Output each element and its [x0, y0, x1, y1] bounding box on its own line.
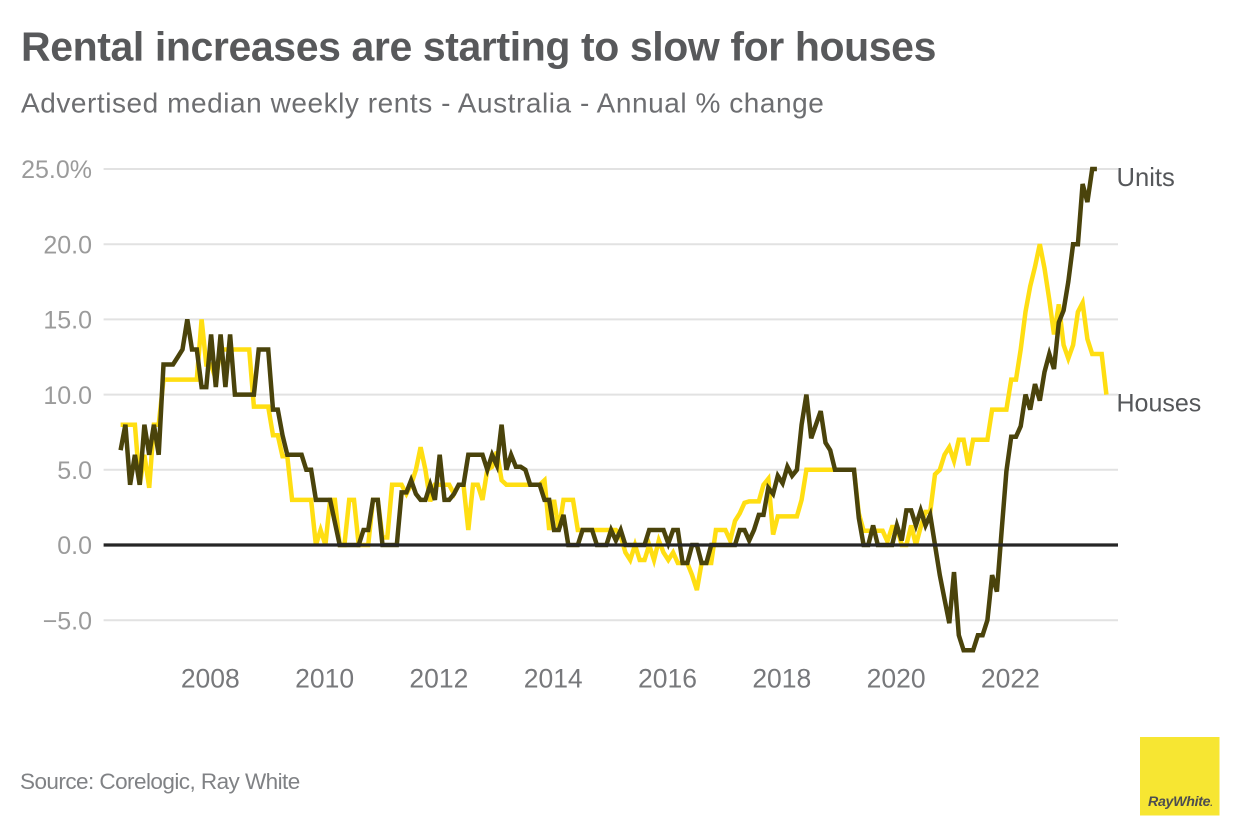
- svg-text:2016: 2016: [638, 664, 697, 694]
- svg-text:5.0: 5.0: [57, 457, 92, 485]
- svg-text:2010: 2010: [295, 664, 354, 694]
- svg-text:Rental increases are starting: Rental increases are starting to slow fo…: [21, 23, 936, 69]
- svg-text:25.0%: 25.0%: [21, 156, 92, 184]
- svg-text:Houses: Houses: [1117, 390, 1202, 418]
- svg-text:0.0: 0.0: [57, 532, 92, 560]
- svg-text:15.0: 15.0: [43, 307, 92, 335]
- svg-text:Units: Units: [1117, 164, 1175, 192]
- svg-text:20.0: 20.0: [43, 231, 92, 259]
- svg-text:2018: 2018: [752, 664, 811, 694]
- svg-text:2020: 2020: [867, 664, 926, 694]
- svg-text:RayWhite.: RayWhite.: [1148, 794, 1212, 810]
- svg-text:−5.0: −5.0: [43, 607, 92, 635]
- svg-text:2012: 2012: [409, 664, 468, 694]
- svg-text:10.0: 10.0: [43, 382, 92, 410]
- svg-text:Source: Corelogic, Ray White: Source: Corelogic, Ray White: [20, 769, 300, 794]
- svg-text:Advertised median weekly rents: Advertised median weekly rents - Austral…: [21, 88, 824, 119]
- svg-text:2022: 2022: [981, 664, 1040, 694]
- svg-text:2008: 2008: [181, 664, 240, 694]
- svg-text:2014: 2014: [524, 664, 583, 694]
